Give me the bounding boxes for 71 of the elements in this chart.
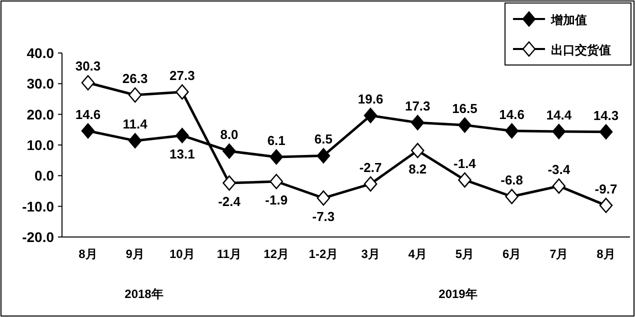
- x-tick-label: 12月: [264, 247, 290, 261]
- x-tick-label: 5月: [455, 247, 474, 261]
- data-label: 8.2: [408, 162, 427, 177]
- data-label: 16.5: [452, 101, 478, 116]
- data-label: -9.7: [594, 181, 618, 196]
- point: [128, 133, 142, 148]
- point: [364, 108, 378, 124]
- data-label: 6.5: [314, 132, 332, 147]
- text: 2019年: [438, 287, 478, 301]
- point: [222, 143, 236, 159]
- point: [552, 124, 566, 140]
- legend-label: 出口交货值: [551, 43, 611, 57]
- data-label: -7.3: [312, 209, 335, 224]
- data-label: -1.9: [265, 192, 288, 208]
- text: 2018年: [124, 287, 164, 301]
- data-label: 13.1: [170, 146, 195, 162]
- x-tick-label: 10月: [170, 247, 195, 261]
- point: [364, 176, 378, 192]
- data-label: 6.1: [267, 132, 286, 148]
- y-tick-label: -20.0: [22, 229, 54, 245]
- point: [270, 149, 284, 165]
- point: [410, 142, 424, 158]
- point: [128, 87, 142, 103]
- x-tick-label: 3月: [361, 247, 380, 261]
- data-label: 14.3: [593, 108, 619, 123]
- legend-label: 增加值: [550, 13, 587, 27]
- point: [270, 174, 284, 190]
- data-label: 17.3: [404, 98, 430, 114]
- data-label: -2.4: [218, 194, 242, 210]
- point: [176, 128, 189, 144]
- y-tick-label: 40.0: [26, 45, 54, 61]
- data-label: -3.4: [548, 162, 571, 178]
- data-label: 14.4: [546, 108, 572, 123]
- point: [222, 175, 236, 191]
- point: [410, 114, 424, 130]
- point: [458, 117, 472, 133]
- point: [505, 123, 518, 139]
- y-tick-label: -10.0: [22, 198, 54, 214]
- x-tick-label: 9月: [126, 247, 144, 261]
- x-tick-label: 11月: [216, 247, 242, 261]
- y-tick-label: 30.0: [26, 76, 54, 92]
- data-label: 14.6: [499, 106, 524, 122]
- point: [81, 75, 95, 90]
- x-tick-label: 8月: [596, 247, 616, 261]
- point: [552, 178, 566, 194]
- x-tick-label: 1-2月: [308, 247, 338, 261]
- data-label: 8.0: [220, 127, 238, 142]
- point: [176, 84, 189, 100]
- x-tick-label: 7月: [550, 247, 568, 261]
- data-label: 19.6: [358, 92, 384, 107]
- x-tick-label: 6月: [502, 247, 522, 261]
- point: [599, 198, 613, 214]
- point: [505, 188, 518, 204]
- point: [316, 190, 330, 206]
- point: [599, 124, 613, 140]
- data-label: 14.6: [75, 106, 101, 122]
- data-label: 11.4: [122, 116, 148, 132]
- data-label: 27.3: [170, 68, 195, 83]
- data-label: 30.3: [75, 58, 101, 74]
- x-tick-label: 8月: [78, 247, 98, 261]
- data-label: 26.3: [122, 71, 148, 86]
- data-label: -6.8: [500, 172, 524, 188]
- y-tick-label: 0.0: [34, 168, 54, 184]
- x-tick-label: 4月: [408, 247, 427, 261]
- point: [458, 172, 472, 188]
- data-label: -1.4: [454, 156, 477, 171]
- point: [316, 148, 330, 164]
- y-tick-label: 20.0: [26, 106, 54, 122]
- data-label: -2.7: [359, 160, 382, 175]
- point: [81, 123, 95, 139]
- y-tick-label: 10.0: [26, 137, 54, 153]
